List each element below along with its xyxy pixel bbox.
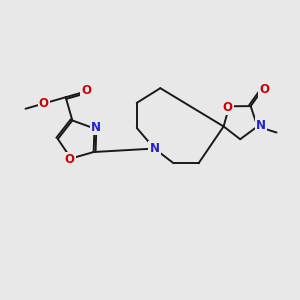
Text: O: O xyxy=(39,97,49,110)
Text: N: N xyxy=(256,118,266,131)
Text: O: O xyxy=(64,153,74,166)
Text: N: N xyxy=(149,142,159,155)
Text: N: N xyxy=(91,121,101,134)
Text: O: O xyxy=(81,84,91,97)
Text: O: O xyxy=(223,101,233,114)
Text: O: O xyxy=(259,83,269,96)
